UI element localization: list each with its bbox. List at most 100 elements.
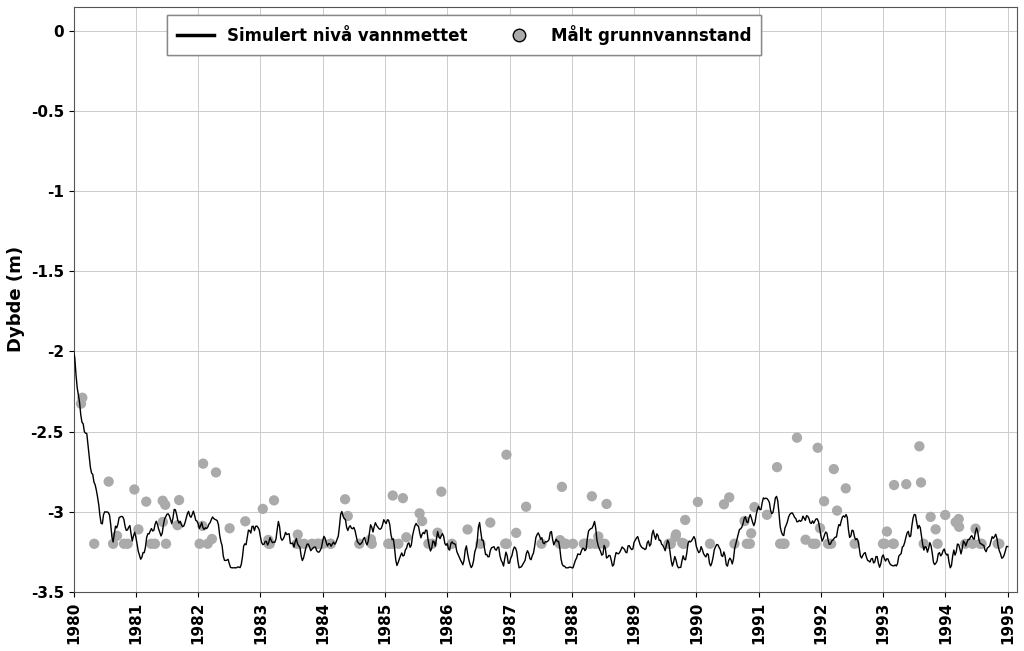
Point bbox=[100, 477, 117, 487]
Point bbox=[146, 538, 163, 549]
Point bbox=[741, 538, 758, 549]
Point bbox=[885, 538, 901, 549]
Point bbox=[950, 514, 967, 524]
Point bbox=[989, 538, 1006, 549]
Point bbox=[564, 538, 581, 549]
Point bbox=[838, 483, 854, 493]
Point bbox=[847, 538, 863, 549]
Point bbox=[886, 538, 902, 549]
Point bbox=[668, 529, 684, 540]
Y-axis label: Dybde (m): Dybde (m) bbox=[7, 246, 25, 352]
Point bbox=[104, 538, 121, 549]
Point bbox=[759, 510, 775, 520]
Point bbox=[158, 538, 174, 549]
Point bbox=[823, 538, 840, 549]
Point bbox=[828, 505, 845, 516]
Point bbox=[169, 520, 185, 531]
Point bbox=[928, 524, 944, 534]
Point bbox=[394, 493, 411, 503]
Point bbox=[433, 486, 450, 497]
Point bbox=[315, 538, 332, 549]
Point bbox=[310, 538, 327, 549]
Point bbox=[534, 538, 550, 549]
Point bbox=[171, 495, 187, 505]
Point bbox=[260, 534, 276, 545]
Point bbox=[255, 504, 271, 514]
Point bbox=[508, 528, 524, 538]
Point bbox=[584, 491, 600, 501]
Point bbox=[788, 432, 805, 443]
Point bbox=[340, 511, 356, 521]
Point bbox=[337, 494, 353, 505]
Point bbox=[596, 538, 612, 549]
Point bbox=[323, 538, 339, 549]
Point bbox=[424, 538, 440, 549]
Point bbox=[497, 538, 513, 549]
Point bbox=[937, 510, 953, 520]
Point bbox=[772, 538, 788, 549]
Point bbox=[552, 535, 568, 546]
Point bbox=[482, 518, 499, 528]
Point bbox=[820, 538, 837, 549]
Point bbox=[810, 443, 826, 453]
Point bbox=[798, 534, 814, 545]
Point bbox=[292, 538, 308, 549]
Point bbox=[552, 538, 568, 549]
Point bbox=[968, 523, 984, 534]
Point bbox=[120, 538, 136, 549]
Point bbox=[886, 480, 902, 490]
Point bbox=[776, 538, 793, 549]
Point bbox=[930, 538, 946, 549]
Point bbox=[951, 521, 968, 532]
Point bbox=[701, 538, 718, 549]
Point bbox=[769, 462, 785, 473]
Point bbox=[390, 538, 407, 549]
Point bbox=[420, 538, 436, 549]
Point bbox=[385, 490, 401, 501]
Point bbox=[877, 538, 893, 549]
Point bbox=[812, 523, 828, 533]
Point bbox=[660, 538, 677, 549]
Point bbox=[663, 538, 679, 549]
Point bbox=[195, 458, 211, 469]
Point bbox=[668, 532, 684, 542]
Point bbox=[923, 512, 939, 522]
Point bbox=[825, 464, 842, 475]
Point bbox=[296, 538, 312, 549]
Point bbox=[965, 538, 981, 549]
Point bbox=[879, 526, 895, 536]
Point bbox=[577, 538, 593, 549]
Point bbox=[912, 477, 929, 488]
Point bbox=[726, 538, 742, 549]
Point bbox=[290, 529, 306, 540]
Point bbox=[554, 482, 570, 492]
Point bbox=[460, 524, 476, 534]
Point bbox=[736, 516, 753, 526]
Point bbox=[675, 538, 691, 549]
Point bbox=[592, 538, 608, 549]
Point bbox=[414, 516, 430, 526]
Point bbox=[972, 538, 988, 549]
Point bbox=[911, 441, 928, 452]
Point bbox=[991, 538, 1008, 549]
Point bbox=[304, 538, 321, 549]
Point bbox=[957, 538, 974, 549]
Point bbox=[947, 517, 964, 527]
Point bbox=[676, 538, 692, 549]
Point bbox=[677, 515, 693, 525]
Point bbox=[499, 538, 515, 549]
Point bbox=[130, 524, 146, 534]
Point bbox=[499, 449, 515, 460]
Point bbox=[362, 534, 379, 544]
Point bbox=[262, 538, 279, 549]
Point bbox=[974, 538, 990, 549]
Point bbox=[775, 538, 792, 549]
Point bbox=[116, 538, 132, 549]
Point bbox=[381, 538, 397, 549]
Point bbox=[587, 538, 603, 549]
Point bbox=[557, 538, 573, 549]
Point bbox=[309, 538, 326, 549]
Point bbox=[743, 528, 760, 538]
Point bbox=[590, 531, 606, 542]
Point bbox=[738, 538, 755, 549]
